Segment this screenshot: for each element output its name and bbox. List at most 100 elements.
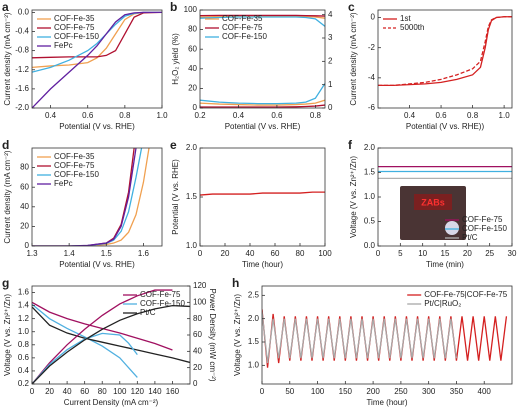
- x-tick-label: 150: [339, 387, 353, 396]
- y2-axis-label: Power Density (mW cm⁻²): [208, 288, 217, 381]
- y-tick-label: 1.0: [364, 192, 376, 201]
- legend-label: COF-Fe-75: [462, 215, 503, 224]
- y-tick-label: 60: [20, 182, 29, 191]
- x-tick-label: 20: [463, 249, 472, 258]
- panel-label: c: [348, 0, 355, 14]
- x-tick-label: 0.8: [119, 111, 131, 120]
- legend-label: COF-Fe-35: [54, 14, 95, 23]
- legend-label: COF-Fe-75: [222, 23, 263, 32]
- x-tick-label: 100: [311, 387, 325, 396]
- y2-tick-label: 80: [193, 314, 202, 323]
- y-tick-label: 1.2: [18, 314, 30, 323]
- plot-frame: [199, 147, 326, 247]
- x-tick-label: 0: [260, 387, 265, 396]
- y-tick-label: 80: [20, 163, 29, 172]
- y-tick-label: 0.4: [18, 366, 30, 375]
- plot-frame: [31, 9, 163, 109]
- y-tick-label: 20: [188, 84, 197, 93]
- x-tick-label: 50: [285, 387, 294, 396]
- series-line: [200, 191, 325, 196]
- y-tick-label: 1.0: [186, 241, 198, 250]
- y-tick-label: 1.5: [248, 337, 260, 346]
- y-tick-label: 1.6: [18, 288, 30, 297]
- series-line: [378, 16, 512, 87]
- x-tick-label: 1.4: [64, 249, 76, 258]
- plot-frame: [377, 9, 513, 109]
- x-axis-label: Time (hour): [366, 398, 407, 407]
- y-tick-label: -4: [368, 73, 376, 82]
- x-tick-label: 40: [63, 387, 72, 396]
- x-tick-label: 0.4: [45, 111, 57, 120]
- y2-tick-label: 0: [328, 103, 333, 112]
- series-line: [32, 11, 162, 108]
- inset-glow: [414, 194, 452, 210]
- x-tick-label: 1.3: [26, 249, 38, 258]
- series-line: [32, 332, 138, 384]
- x-axis-label: Potential (V vs. RHE): [59, 260, 135, 269]
- x-axis-label: Potential (V vs. RHE)): [406, 122, 485, 131]
- panel-label: a: [2, 0, 9, 14]
- legend-label: COF-Fe-75: [54, 23, 95, 32]
- x-tick-label: 5: [398, 249, 403, 258]
- y-tick-label: 2.5: [248, 290, 260, 299]
- panel-label: h: [232, 276, 239, 290]
- legend-label: COF-Fe-75|COF-Fe-75: [424, 290, 508, 299]
- x-tick-label: 0: [198, 249, 203, 258]
- x-axis-label: Current Density (mA cm⁻²): [64, 398, 159, 407]
- x-tick-label: 160: [166, 387, 180, 396]
- series-line: [32, 303, 138, 378]
- series-line: [200, 16, 325, 27]
- x-tick-label: 350: [450, 387, 464, 396]
- y-axis-label: Potential (V vs. RHE): [171, 159, 180, 235]
- y-tick-label: 1.4: [18, 301, 30, 310]
- inset-text: ZABs: [421, 197, 445, 207]
- y-tick-label: 0.6: [18, 353, 30, 362]
- legend-label: COF-Fe-150: [462, 224, 507, 233]
- series-line: [378, 16, 512, 87]
- panel-label: d: [2, 138, 9, 152]
- x-tick-label: 15: [441, 249, 450, 258]
- x-tick-label: 60: [80, 387, 89, 396]
- y-tick-label: -2: [368, 43, 376, 52]
- series-line: [200, 14, 325, 17]
- x-tick-label: 0: [30, 387, 35, 396]
- series-line: [200, 15, 325, 19]
- y-tick-label: 0.2: [18, 379, 30, 388]
- y-tick-label: -1.2: [15, 65, 29, 74]
- y-tick-label: 0.5: [364, 217, 376, 226]
- y-tick-label: 20: [20, 222, 29, 231]
- legend-label: COF-Fe-35: [222, 14, 263, 23]
- series-line: [32, 306, 190, 364]
- y-tick-label: 60: [188, 44, 197, 53]
- y-tick-label: 1.5: [186, 192, 198, 201]
- x-tick-label: 0.2: [194, 111, 206, 120]
- x-tick-label: 0.6: [82, 111, 94, 120]
- legend-label: COF-Fe-150: [222, 32, 267, 41]
- plot-frame: [31, 147, 163, 247]
- y-tick-label: -2.0: [15, 103, 29, 112]
- x-tick-label: 0.6: [271, 111, 283, 120]
- x-tick-label: 300: [422, 387, 436, 396]
- y-tick-label: 0: [193, 103, 198, 112]
- x-tick-label: 0.4: [233, 111, 245, 120]
- inset-device: [445, 221, 459, 235]
- x-tick-label: 200: [366, 387, 380, 396]
- x-tick-label: 400: [478, 387, 492, 396]
- y-tick-label: -6: [368, 103, 376, 112]
- x-tick-label: 20: [45, 387, 54, 396]
- series-line: [200, 83, 325, 105]
- x-tick-label: 1.0: [499, 111, 511, 120]
- legend-label: Pt/C|RuO₂: [424, 299, 461, 308]
- y2-tick-label: 40: [193, 346, 202, 355]
- y-axis-label: H₂O₂ yield (%): [171, 33, 180, 85]
- series-line: [32, 11, 162, 59]
- y2-tick-label: 100: [193, 297, 207, 306]
- y2-tick-label: 20: [193, 363, 202, 372]
- series-line: [32, 11, 162, 73]
- legend-label: 1st: [400, 14, 411, 23]
- x-tick-label: 30: [508, 249, 517, 258]
- x-tick-label: 0: [376, 249, 381, 258]
- x-tick-label: 60: [271, 249, 280, 258]
- x-axis-label: Time (hour): [242, 260, 283, 269]
